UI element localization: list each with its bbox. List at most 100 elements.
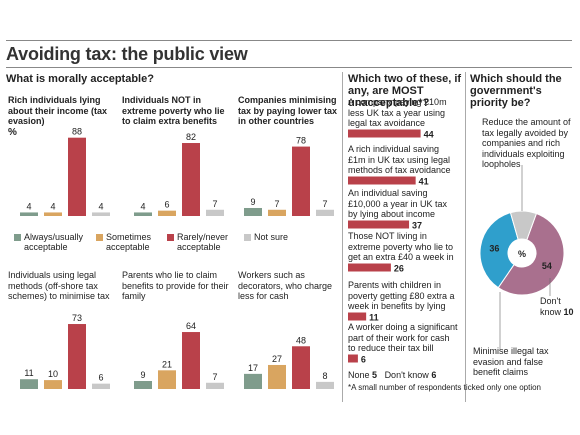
bar-value-c1-1: 4 <box>26 201 31 211</box>
bar-value-c2-1: 4 <box>140 201 145 211</box>
hbar-6 <box>348 354 358 363</box>
middle-heading: Which two of these, if any, are MOST una… <box>348 73 462 109</box>
bar-value-c3-4: 7 <box>322 199 327 209</box>
bar-c6-3 <box>292 346 310 389</box>
legend-swatch-always <box>14 234 21 241</box>
title-rule <box>6 67 572 68</box>
hbar-3 <box>348 220 410 229</box>
bar-value-c3-3: 78 <box>296 136 306 146</box>
footnote: *A small number of respondents ticked on… <box>348 383 542 392</box>
left-heading: What is morally acceptable? <box>6 73 154 85</box>
bar-value-c4-2: 10 <box>48 369 58 379</box>
pie-label-dontknow: Don't know 10 <box>540 296 574 317</box>
legend-sometimes: Sometimes acceptable <box>106 232 152 252</box>
chart-4-title: Individuals using legal methods (off-sho… <box>8 270 110 301</box>
bar-c3-2 <box>268 209 286 216</box>
bar-value-c2-2: 6 <box>164 200 169 210</box>
divider-right <box>465 72 466 402</box>
pie-slice-1 <box>497 212 565 296</box>
hbar-value-4: 26 <box>394 264 404 274</box>
bar-value-c5-2: 21 <box>162 359 172 369</box>
pie-slice-2 <box>479 211 519 289</box>
hbar-4 <box>348 263 391 272</box>
chart-3-title: Companies minimising tax by paying lower… <box>238 95 338 126</box>
bar-c1-1 <box>20 212 38 216</box>
hbar-label-3: An individual saving £10,000 a year in U… <box>348 188 448 219</box>
bar-value-c4-3: 73 <box>72 313 82 323</box>
bar-value-c6-4: 8 <box>322 371 327 381</box>
bar-value-c5-4: 7 <box>212 372 217 382</box>
pie-value-2: 36 <box>489 243 499 253</box>
bar-value-c4-1: 11 <box>24 368 33 378</box>
hbar-2 <box>348 176 416 185</box>
bar-c2-1 <box>134 212 152 216</box>
divider-left <box>342 72 343 402</box>
bar-value-c5-1: 9 <box>140 370 145 380</box>
chart-1-title: Rich individuals lying about their incom… <box>8 95 108 126</box>
bar-c6-2 <box>268 364 286 389</box>
bar-value-c1-2: 4 <box>50 201 55 211</box>
bar-c4-1 <box>20 379 38 389</box>
bar-c2-3 <box>182 143 200 216</box>
bar-c1-3 <box>68 137 86 216</box>
bar-value-c5-3: 64 <box>186 321 196 331</box>
bar-c1-2 <box>44 212 62 216</box>
bar-value-c1-4: 4 <box>98 201 103 211</box>
bar-c4-2 <box>44 380 62 389</box>
bar-value-c3-2: 7 <box>274 199 279 209</box>
chart-5-title: Parents who lie to claim benefits to pro… <box>122 270 229 301</box>
bar-c2-4 <box>206 209 224 216</box>
bar-c4-3 <box>68 324 86 389</box>
legend-swatch-notsure <box>244 234 251 241</box>
bar-value-c3-1: 9 <box>250 197 255 207</box>
chart-2-title: Individuals NOT in extreme poverty who l… <box>122 95 225 126</box>
bar-c1-4 <box>92 212 110 216</box>
hbar-value-3: 37 <box>412 221 422 231</box>
pie-slice-3 <box>509 210 538 241</box>
none-stat: None 5 Don't know 6 <box>348 370 437 380</box>
pie-center-label: % <box>518 249 526 259</box>
bar-c3-4 <box>316 209 334 216</box>
hbar-value-6: 6 <box>361 355 366 365</box>
bar-c6-4 <box>316 381 334 389</box>
bar-value-c2-4: 7 <box>212 199 217 209</box>
legend-notsure: Not sure <box>254 232 289 242</box>
bar-c5-1 <box>134 380 152 389</box>
right-heading: Which should the government's priority b… <box>470 73 562 109</box>
hbar-label-5: Parents with children in poverty getting… <box>348 280 455 311</box>
hbar-value-1: 44 <box>424 130 434 140</box>
top-rule <box>6 40 572 41</box>
legend-always: Always/usually acceptable <box>24 232 84 252</box>
bar-c3-1 <box>244 207 262 216</box>
bar-c5-3 <box>182 332 200 389</box>
bar-c3-3 <box>292 146 310 216</box>
legend-swatch-rarely <box>167 234 174 241</box>
bar-c5-4 <box>206 382 224 389</box>
bar-c5-2 <box>158 370 176 389</box>
hbar-value-5: 11 <box>369 313 379 323</box>
bar-value-c6-2: 27 <box>272 354 282 364</box>
bar-value-c4-4: 6 <box>98 373 103 383</box>
bar-c2-2 <box>158 210 176 216</box>
bar-value-c6-3: 48 <box>296 335 306 345</box>
bar-value-c6-1: 17 <box>248 363 258 373</box>
hbar-1 <box>348 129 421 138</box>
hbar-label-6: A worker doing a significant part of the… <box>348 322 458 353</box>
page-title: Avoiding tax: the public view <box>6 44 248 64</box>
pie-value-1: 54 <box>542 261 552 271</box>
hbar-label-2: A rich individual saving £1m in UK tax u… <box>348 144 451 175</box>
chart-6-title: Workers such as decorators, who charge l… <box>238 270 333 301</box>
bar-c4-4 <box>92 383 110 389</box>
hbar-5 <box>348 312 367 321</box>
pie-label-loopholes: Reduce the amount of tax legally avoided… <box>482 117 571 169</box>
bar-value-c2-3: 82 <box>186 132 196 142</box>
legend-swatch-sometimes <box>96 234 103 241</box>
legend-rarely: Rarely/never acceptable <box>177 232 229 252</box>
pie-label-evasion: Minimise illegal tax evasion and false b… <box>473 346 549 377</box>
hbar-value-2: 41 <box>419 177 429 187</box>
bar-value-c1-3: 88 <box>72 127 82 137</box>
bar-c6-1 <box>244 373 262 389</box>
